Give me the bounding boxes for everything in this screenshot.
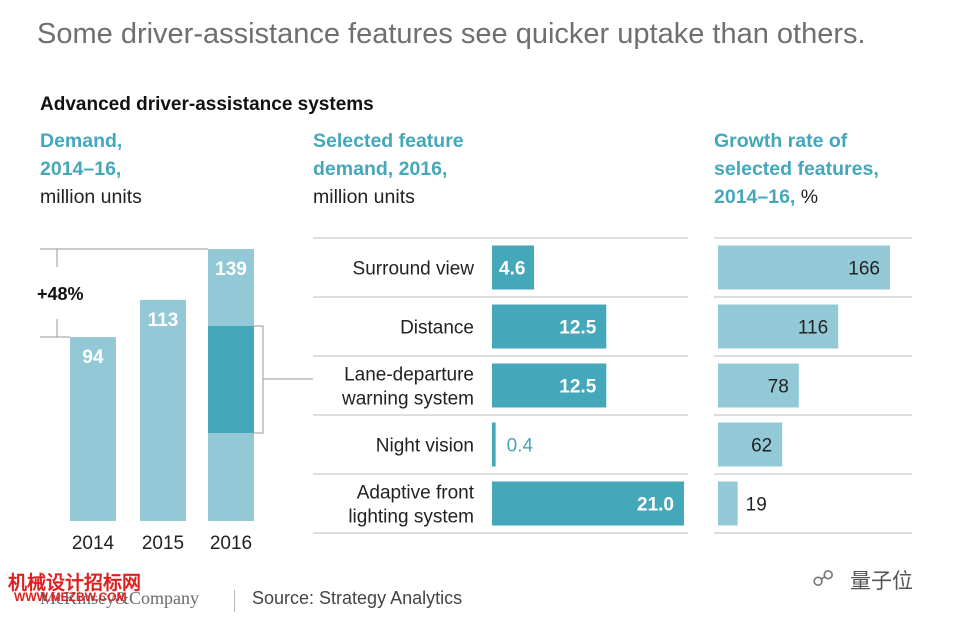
growth-bar xyxy=(718,304,839,349)
growth-value: 116 xyxy=(798,318,828,339)
demand-bar-2014 xyxy=(70,337,116,521)
feature-label: Night vision xyxy=(376,436,474,457)
year-tick-label: 2015 xyxy=(142,533,184,554)
feature-label: Surround view xyxy=(353,259,475,280)
growth-header-line2: selected features, xyxy=(714,158,879,180)
feature-demand-header: Selected feature demand, 2016, million u… xyxy=(313,127,464,211)
demand-header-unit: million units xyxy=(40,186,142,208)
feature-demand-bar xyxy=(492,245,535,290)
wechat-icon: ☍ xyxy=(812,566,835,591)
feature-header-line2: demand, 2016, xyxy=(313,158,448,180)
feature-demand-bar xyxy=(492,422,496,467)
feature-demand-value: 12.5 xyxy=(559,377,596,398)
growth-header-line3: 2014–16, xyxy=(714,186,796,208)
feature-label: Distance xyxy=(400,318,474,339)
growth-header: Growth rate of selected features, 2014–1… xyxy=(714,127,879,211)
growth-value: 78 xyxy=(768,377,789,398)
demand-value-label: 113 xyxy=(148,310,179,331)
watermark-right: 量子位 xyxy=(850,570,913,593)
footer-brand: McKinsey&Company xyxy=(40,588,199,608)
feature-demand-bar xyxy=(492,481,684,526)
growth-bar xyxy=(718,422,783,467)
demand-header-line2: 2014–16, xyxy=(40,158,122,180)
feature-header-unit: million units xyxy=(313,186,415,208)
watermark-url: WWW.MEZBW.COM xyxy=(14,590,127,604)
feature-demand-bar xyxy=(492,304,607,349)
feature-demand-value: 0.4 xyxy=(507,436,534,457)
feature-demand-bar xyxy=(492,363,607,408)
footer-source: Source: Strategy Analytics xyxy=(252,588,463,608)
growth-value: 62 xyxy=(751,436,772,457)
feature-header-line1: Selected feature xyxy=(313,130,464,152)
growth-bar xyxy=(718,245,890,290)
growth-annotation: +48% xyxy=(37,284,84,304)
demand-value-label: 94 xyxy=(82,347,104,368)
feature-demand-value: 4.6 xyxy=(499,259,525,280)
demand-bar-2015 xyxy=(140,299,186,521)
demand-header-line1: Demand, xyxy=(40,130,123,152)
year-tick-label: 2016 xyxy=(210,533,252,554)
feature-demand-value: 12.5 xyxy=(559,318,596,339)
growth-header-unit: % xyxy=(800,186,819,208)
growth-value: 166 xyxy=(848,259,880,280)
section-title: Advanced driver-assistance systems xyxy=(40,94,374,115)
growth-value: 19 xyxy=(746,495,767,516)
connector-bracket xyxy=(254,325,313,434)
feature-label: Lane-departure xyxy=(344,365,474,386)
demand-header: Demand, 2014–16, million units xyxy=(40,127,142,211)
feature-label: lighting system xyxy=(348,507,474,528)
year-tick-label: 2014 xyxy=(72,533,115,554)
chart-title: Some driver-assistance features see quic… xyxy=(37,18,866,50)
footer-separator xyxy=(234,590,235,612)
watermark-left: 机械设计招标网 xyxy=(8,573,142,594)
growth-bar xyxy=(718,363,799,408)
feature-demand-value: 21.0 xyxy=(637,495,674,516)
growth-bar xyxy=(718,481,738,526)
demand-value-label: 139 xyxy=(215,259,247,280)
feature-label: Adaptive front xyxy=(357,483,475,504)
growth-header-line1: Growth rate of xyxy=(714,130,848,152)
selected-features-segment xyxy=(208,326,254,433)
feature-label: warning system xyxy=(341,389,474,410)
growth-bracket xyxy=(40,248,208,338)
